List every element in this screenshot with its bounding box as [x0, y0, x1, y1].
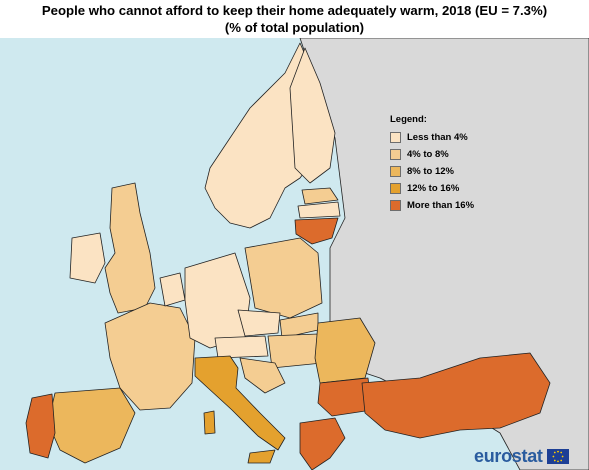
title-line-1: People who cannot afford to keep their h…	[41, 3, 548, 18]
eurostat-logo: eurostat	[474, 446, 569, 467]
region-sicily	[247, 449, 276, 464]
legend-item: More than 16%	[390, 197, 474, 214]
map-title: People who cannot afford to keep their h…	[0, 2, 589, 36]
brand-name: eurostat	[474, 446, 543, 466]
legend-swatch	[390, 149, 401, 160]
legend-item: Less than 4%	[390, 129, 474, 146]
title-line-2: (% of total population)	[224, 20, 365, 35]
region-benelux	[159, 272, 186, 307]
region-hungary	[267, 333, 323, 369]
region-austria	[214, 335, 269, 359]
region-romania	[314, 317, 376, 384]
region-germany	[184, 252, 251, 349]
region-ireland	[69, 232, 106, 284]
region-sardinia	[203, 410, 216, 435]
region-czechia	[237, 309, 281, 337]
legend-swatch	[390, 183, 401, 194]
region-spain	[47, 387, 136, 464]
legend-label: Less than 4%	[407, 132, 468, 143]
legend-label: 8% to 12%	[407, 166, 454, 177]
legend-title: Legend:	[390, 114, 427, 125]
europe-map	[25, 38, 589, 470]
legend-swatch	[390, 166, 401, 177]
region-portugal	[25, 393, 56, 459]
region-estonia	[301, 187, 339, 205]
legend-swatch	[390, 132, 401, 143]
region-latvia	[297, 201, 341, 219]
legend-item: 12% to 16%	[390, 180, 474, 197]
legend-label: 4% to 8%	[407, 149, 449, 160]
region-lithuania	[294, 217, 339, 245]
region-poland	[244, 237, 323, 319]
legend-swatch	[390, 200, 401, 211]
legend-label: 12% to 16%	[407, 183, 460, 194]
region-turkey	[361, 352, 551, 439]
region-finland	[289, 47, 336, 184]
legend-label: More than 16%	[407, 200, 475, 211]
map-frame: Legend: Less than 4% 4% to 8% 8% to 12% …	[0, 38, 589, 470]
map-legend: Legend: Less than 4% 4% to 8% 8% to 12% …	[390, 114, 474, 214]
region-croatia	[239, 357, 286, 394]
legend-item: 4% to 8%	[390, 146, 474, 163]
region-italy	[194, 355, 286, 451]
region-greece	[299, 417, 346, 470]
region-uk	[104, 182, 156, 314]
eu-flag-icon	[546, 449, 569, 464]
legend-item: 8% to 12%	[390, 163, 474, 180]
region-bulgaria	[317, 377, 373, 417]
